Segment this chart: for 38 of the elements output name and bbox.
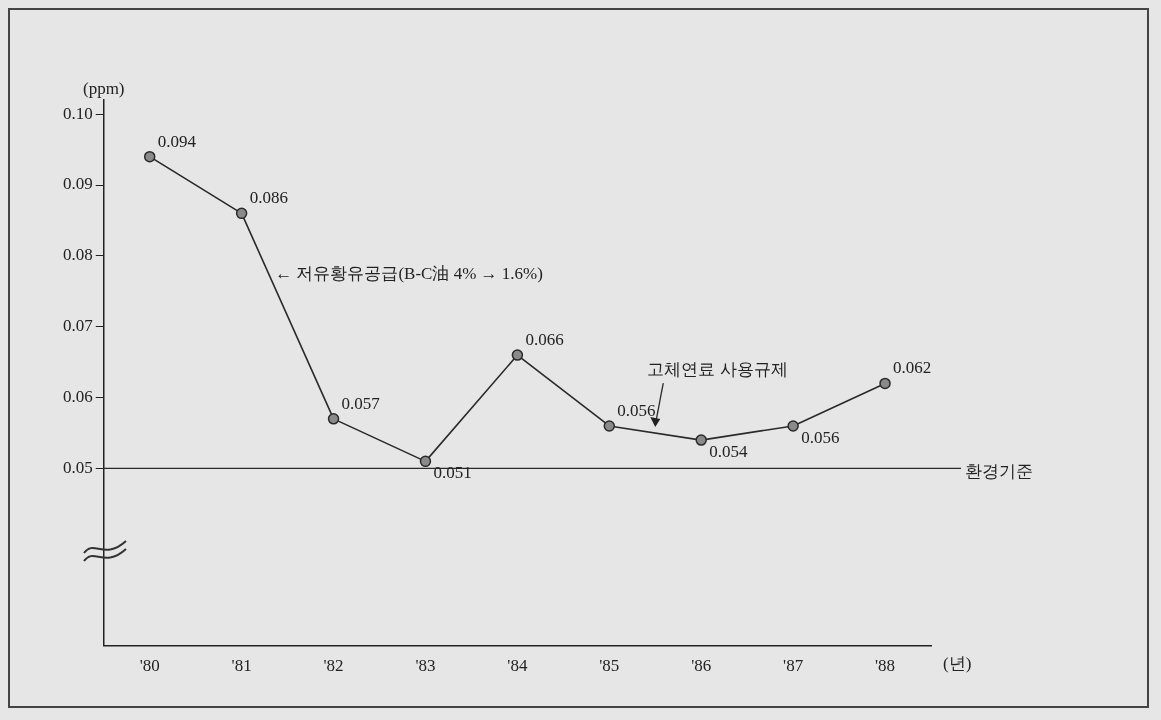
y-tick-label: 0.09 [63,174,93,194]
annotation: ← 저유황유공급(B-C油 4% → 1.6%) [275,264,543,284]
x-tick-label: '82 [323,656,344,676]
point [235,207,248,220]
y-axis-title: (ppm) [82,78,125,98]
y-tick-label: 0.10 [63,103,93,123]
y-tick-label: 0.05 [63,457,93,477]
data-label: 0.056 [801,427,840,447]
point [787,420,799,432]
data-label: 0.066 [525,330,564,350]
x-axis-title: (년) [943,653,972,673]
x-tick-label: '83 [415,656,436,676]
x-tick-label: '86 [691,656,712,676]
data-label: 0.086 [249,188,288,208]
annotation: 고체연료 사용규제 [647,360,788,380]
y-tick-label: 0.07 [63,316,94,336]
point [143,150,156,163]
point [419,455,432,468]
data-label: 0.056 [617,400,656,420]
data-label: 0.062 [893,358,932,378]
x-tick-label: '85 [599,656,620,676]
point [603,420,616,432]
y-tick-label: 0.06 [63,387,93,407]
point [695,434,707,446]
x-tick-label: '87 [783,656,804,676]
point [879,377,891,390]
ref-line-label: 환경기준 [965,461,1033,481]
point [511,349,524,361]
data-label: 0.051 [433,463,472,483]
x-tick-label: '84 [507,656,528,676]
x-tick-label: '88 [875,656,896,676]
data-label: 0.054 [709,442,748,462]
y-tick-label: 0.08 [63,245,93,265]
data-label: 0.057 [341,393,381,413]
x-tick-label: '81 [231,656,252,676]
point [327,413,340,425]
data-label: 0.094 [157,131,197,151]
x-tick-label: '80 [139,656,160,676]
